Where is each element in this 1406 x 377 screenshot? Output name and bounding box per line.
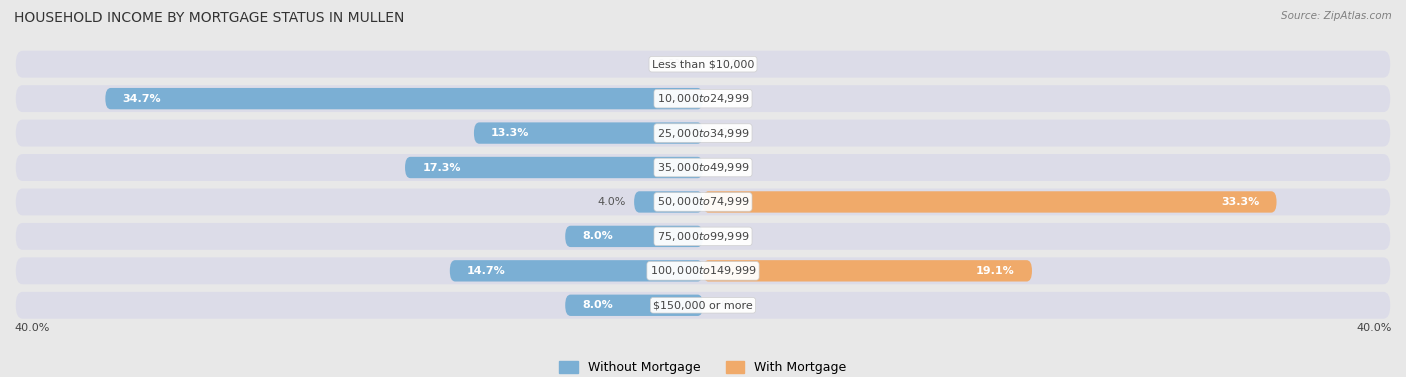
Text: 4.0%: 4.0% (598, 197, 626, 207)
FancyBboxPatch shape (15, 85, 1391, 112)
Text: 40.0%: 40.0% (14, 323, 49, 333)
Text: $75,000 to $99,999: $75,000 to $99,999 (657, 230, 749, 243)
Legend: Without Mortgage, With Mortgage: Without Mortgage, With Mortgage (554, 356, 852, 377)
Text: $35,000 to $49,999: $35,000 to $49,999 (657, 161, 749, 174)
Text: 8.0%: 8.0% (582, 231, 613, 241)
FancyBboxPatch shape (15, 154, 1391, 181)
Text: $10,000 to $24,999: $10,000 to $24,999 (657, 92, 749, 105)
Text: 0.0%: 0.0% (720, 59, 748, 69)
Text: 34.7%: 34.7% (122, 93, 162, 104)
Text: 33.3%: 33.3% (1220, 197, 1260, 207)
Text: $50,000 to $74,999: $50,000 to $74,999 (657, 195, 749, 208)
FancyBboxPatch shape (15, 223, 1391, 250)
Text: HOUSEHOLD INCOME BY MORTGAGE STATUS IN MULLEN: HOUSEHOLD INCOME BY MORTGAGE STATUS IN M… (14, 11, 405, 25)
FancyBboxPatch shape (405, 157, 703, 178)
FancyBboxPatch shape (565, 294, 703, 316)
Text: $150,000 or more: $150,000 or more (654, 300, 752, 310)
Text: Less than $10,000: Less than $10,000 (652, 59, 754, 69)
Text: 0.0%: 0.0% (720, 128, 748, 138)
Text: 8.0%: 8.0% (582, 300, 613, 310)
Text: $25,000 to $34,999: $25,000 to $34,999 (657, 127, 749, 139)
FancyBboxPatch shape (474, 123, 703, 144)
FancyBboxPatch shape (15, 120, 1391, 147)
FancyBboxPatch shape (703, 191, 1277, 213)
Text: 0.0%: 0.0% (720, 93, 748, 104)
FancyBboxPatch shape (565, 226, 703, 247)
Text: 0.0%: 0.0% (720, 162, 748, 173)
Text: 19.1%: 19.1% (976, 266, 1015, 276)
FancyBboxPatch shape (634, 191, 703, 213)
FancyBboxPatch shape (703, 260, 1032, 282)
Text: 0.0%: 0.0% (720, 300, 748, 310)
FancyBboxPatch shape (105, 88, 703, 109)
Text: 13.3%: 13.3% (491, 128, 530, 138)
FancyBboxPatch shape (15, 257, 1391, 284)
Text: $100,000 to $149,999: $100,000 to $149,999 (650, 264, 756, 277)
Text: 0.0%: 0.0% (658, 59, 686, 69)
FancyBboxPatch shape (15, 292, 1391, 319)
FancyBboxPatch shape (15, 188, 1391, 215)
Text: 0.0%: 0.0% (720, 231, 748, 241)
Text: 17.3%: 17.3% (422, 162, 461, 173)
FancyBboxPatch shape (15, 51, 1391, 78)
Text: 40.0%: 40.0% (1357, 323, 1392, 333)
Text: Source: ZipAtlas.com: Source: ZipAtlas.com (1281, 11, 1392, 21)
Text: 14.7%: 14.7% (467, 266, 506, 276)
FancyBboxPatch shape (450, 260, 703, 282)
